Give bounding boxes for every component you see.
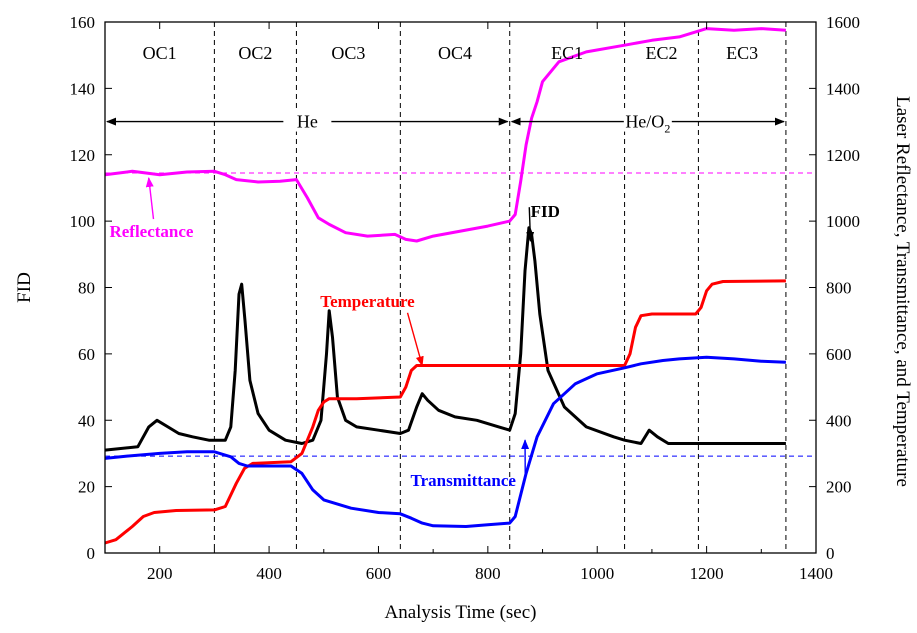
atmosphere-label-bg [623, 111, 672, 132]
y-left-tick-label: 20 [78, 478, 95, 497]
y-right-tick-label: 1200 [826, 146, 860, 165]
series-line-transmittance [104, 355, 786, 528]
series-annotations: Reflectance FID Temperature Transmittance [109, 176, 560, 490]
x-axis-ticks: 200 400 600 800 1000 1200 1400 [104, 22, 833, 583]
y-right-tick-label: 0 [826, 544, 835, 563]
y-right-axis-label: Laser Reflectance, Transmittance, and Te… [892, 96, 913, 487]
atmosphere-label: He/O2 [625, 112, 670, 136]
y-right-tick-label: 200 [826, 478, 852, 497]
y-left-tick-label: 80 [78, 279, 95, 298]
annotation-label: Transmittance [411, 471, 517, 490]
x-tick-label: 1200 [690, 564, 724, 583]
y-left-tick-label: 40 [78, 411, 95, 430]
fraction-labels: OC1 OC2 OC3 OC4 EC1 EC2 EC3 [143, 43, 758, 63]
fraction-label: OC3 [331, 43, 365, 63]
y-left-tick-label: 0 [87, 544, 96, 563]
atmosphere-label-bg [283, 111, 332, 132]
fraction-label: OC2 [238, 43, 272, 63]
y-left-axis-label: FID [14, 272, 35, 303]
y-right-tick-label: 600 [826, 345, 852, 364]
annotation-label: Temperature [320, 292, 415, 311]
x-tick-label: 600 [366, 564, 392, 583]
y-right-tick-label: 1600 [826, 13, 860, 32]
fraction-label: EC1 [551, 43, 583, 63]
y-left-axis-ticks: 0 20 40 60 80 100 120 140 160 [70, 13, 112, 563]
x-tick-label: 200 [147, 564, 173, 583]
x-tick-label: 800 [475, 564, 501, 583]
y-right-tick-label: 1000 [826, 212, 860, 231]
fraction-label: EC3 [726, 43, 758, 63]
annotation-label: Reflectance [109, 222, 193, 241]
y-left-tick-label: 60 [78, 345, 95, 364]
fraction-label: EC2 [645, 43, 677, 63]
fraction-label: OC1 [143, 43, 177, 63]
annotation-arrow [526, 207, 535, 243]
atmosphere-label-subscript: 2 [664, 122, 670, 136]
fraction-label: OC4 [438, 43, 472, 63]
series-line-reflectance [104, 27, 787, 243]
x-tick-label: 1400 [799, 564, 833, 583]
annotation-arrow [406, 312, 424, 367]
series-line-fid [104, 226, 786, 452]
x-axis-label: Analysis Time (sec) [385, 602, 537, 623]
y-left-tick-label: 120 [70, 146, 96, 165]
atmosphere-arrows: He He/O2 [106, 111, 785, 136]
y-right-tick-label: 800 [826, 279, 852, 298]
annotation-arrow [145, 176, 155, 220]
y-left-tick-label: 140 [70, 79, 96, 98]
y-left-tick-label: 100 [70, 212, 96, 231]
y-left-tick-label: 160 [70, 13, 96, 32]
y-right-tick-label: 1400 [826, 79, 860, 98]
y-right-axis-ticks: 0 200 400 600 800 1000 1200 1400 1600 [809, 13, 860, 563]
x-tick-label: 1000 [580, 564, 614, 583]
y-right-tick-label: 400 [826, 411, 852, 430]
atmosphere-label: He [297, 112, 318, 132]
reference-lines [105, 172, 816, 457]
x-tick-label: 400 [256, 564, 282, 583]
series-layer [104, 27, 787, 545]
annotation-label: FID [531, 202, 560, 221]
series-line-temperature [104, 279, 786, 545]
fraction-divider-lines [213, 22, 787, 553]
